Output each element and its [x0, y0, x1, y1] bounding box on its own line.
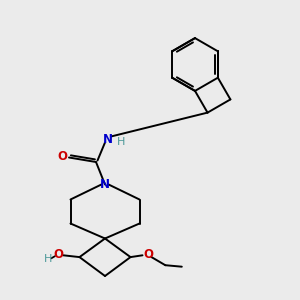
Text: H: H [116, 137, 125, 147]
Text: O: O [53, 248, 63, 261]
Text: N: N [100, 178, 110, 191]
Text: O: O [57, 150, 68, 163]
Text: O: O [143, 248, 153, 261]
Text: N: N [103, 133, 113, 146]
Text: H: H [44, 254, 52, 264]
